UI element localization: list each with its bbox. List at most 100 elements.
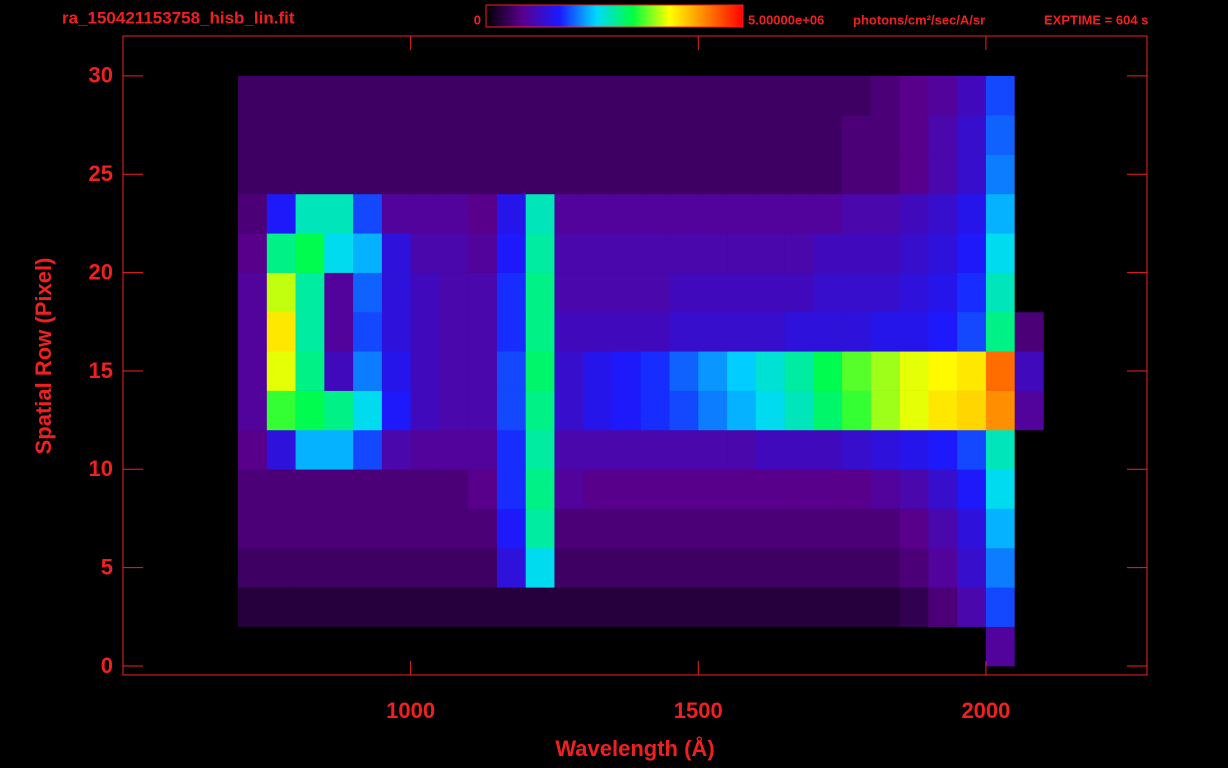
heatmap-cell [1014,193,1044,234]
heatmap-cell [353,587,383,627]
heatmap-cell [324,469,354,509]
heatmap-cell [496,626,526,667]
heatmap-cell [669,508,699,549]
heatmap-cell [640,508,670,549]
heatmap-cell [468,429,498,470]
heatmap-cell [784,272,814,313]
heatmap-cell [381,587,411,627]
heatmap-cell [468,508,498,549]
x-tick-label: 1000 [386,698,435,723]
heatmap-cell [640,390,670,431]
heatmap-cell [1014,272,1044,313]
heatmap-cell [238,154,268,195]
heatmap-cell [813,115,843,155]
heatmap-cell [238,351,268,391]
heatmap-cell [899,547,929,588]
heatmap-cell [784,75,814,116]
heatmap-cell [496,508,526,549]
heatmap-cell [468,626,498,667]
heatmap-cell [755,390,785,431]
heatmap-cell [525,508,555,549]
heatmap-cell [813,547,843,588]
heatmap-cell [496,154,526,195]
heatmap-cell [410,233,440,273]
heatmap-cell [985,429,1015,470]
heatmap-cell [238,547,268,588]
heatmap-cell [1014,154,1044,195]
heatmap-cell [496,233,526,273]
heatmap-cell [381,547,411,588]
heatmap-cell [842,193,872,234]
plot-frame [122,35,1148,676]
heatmap-cell [842,390,872,431]
heatmap-cell [410,75,440,116]
heatmap-cell [985,233,1015,273]
heatmap-cell [985,547,1015,588]
heatmap-cell [669,154,699,195]
heatmap-cell [381,626,411,667]
heatmap-cell [353,469,383,509]
heatmap-cell [1014,508,1044,549]
heatmap-cell [324,115,354,155]
heatmap-cell [928,233,958,273]
heatmap-cell [525,311,555,352]
heatmap-cell [784,390,814,431]
heatmap-cell [842,508,872,549]
heatmap-cell [727,115,757,155]
heatmap-cell [496,272,526,313]
heatmap-cell [813,508,843,549]
heatmap-cell [554,390,584,431]
heatmap-cell [842,311,872,352]
heatmap-cell [266,587,296,627]
heatmap-cell [669,193,699,234]
heatmap-cell [381,272,411,313]
heatmap-cell [1014,390,1044,431]
heatmap-cell [381,75,411,116]
heatmap-cell [669,233,699,273]
heatmap-cell [611,115,642,155]
x-axis-label: Wavelength (Å) [555,735,714,761]
heatmap-cell [755,272,785,313]
heatmap-cell [870,115,900,155]
heatmap-cell [468,351,498,391]
heatmap-cell [381,469,411,509]
heatmap-cell [439,508,469,549]
heatmap-cell [928,547,958,588]
heatmap-cell [583,351,613,391]
heatmap-cell [266,390,296,431]
heatmap-cell [669,311,699,352]
heatmap-cell [985,351,1015,391]
heatmap-cell [611,154,642,195]
heatmap-cell [870,587,900,627]
heatmap-cell [554,272,584,313]
heatmap-cell [353,115,383,155]
heatmap-cell [928,272,958,313]
heatmap-cell [842,587,872,627]
heatmap-cell [381,508,411,549]
heatmap-cell [928,626,958,667]
heatmap-cell [928,508,958,549]
heatmap-cell [957,390,987,431]
heatmap-cell [842,351,872,391]
heatmap-cell [468,311,498,352]
heatmap-cell [928,154,958,195]
heatmap-cell [238,429,268,470]
heatmap-cell [266,547,296,588]
heatmap-cell [439,233,469,273]
heatmap-cell [899,587,929,627]
heatmap-cell [381,351,411,391]
heatmap-cell [985,154,1015,195]
heatmap-cell [611,75,642,116]
heatmap-cell [583,547,613,588]
heatmap-cell [698,626,728,667]
heatmap-cell [899,390,929,431]
heatmap-cell [295,272,325,313]
heatmap-cell [353,311,383,352]
heatmap-cell [698,272,728,313]
heatmap-cell [755,154,785,195]
heatmap-cell [525,587,555,627]
heatmap-cell [525,193,555,234]
heatmap-cell [439,311,469,352]
heatmap-cell [669,469,699,509]
heatmap-cell [842,75,872,116]
